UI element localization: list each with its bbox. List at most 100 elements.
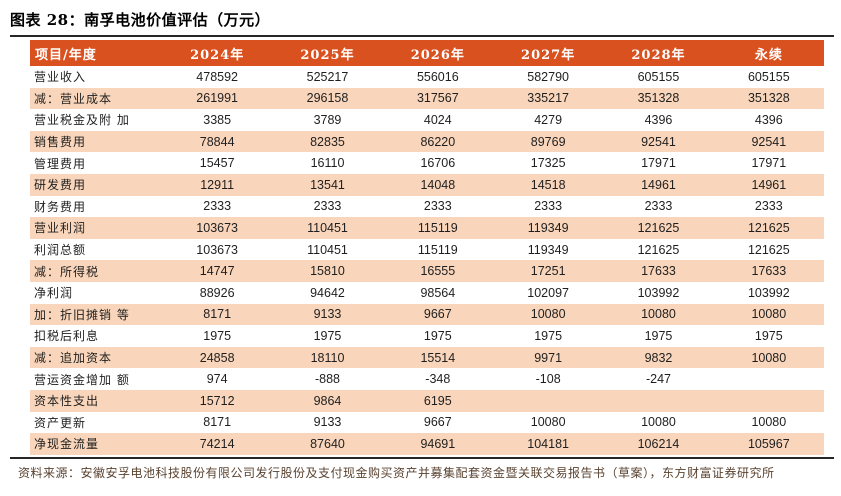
table-row: 净现金流量 74214 87640 94691 104181 106214 105967 xyxy=(30,433,824,455)
cell-value: 106214 xyxy=(637,436,680,451)
cell-value: 335217 xyxy=(527,91,569,106)
cell-value: 1975 xyxy=(313,328,342,343)
cell-value: 296158 xyxy=(306,91,349,106)
cell-value: 17971 xyxy=(751,156,787,171)
header-cell-year: 2027年 xyxy=(492,40,604,66)
row-label: 减：追加资本 xyxy=(34,351,113,366)
row-label: 加：折旧摊销 等 xyxy=(34,307,130,322)
cell-value: 15810 xyxy=(310,264,345,279)
table-row: 营业税金及附 加 3385 3789 4024 4279 4396 4396 xyxy=(30,109,824,131)
cell-value: 92541 xyxy=(641,134,676,149)
cell-value: 351328 xyxy=(747,91,790,106)
cell-value: 115119 xyxy=(417,242,458,257)
cell-value: 16110 xyxy=(310,156,345,171)
bottom-rule xyxy=(10,457,834,459)
header-cell-year: 2024年 xyxy=(162,40,273,66)
cell-value: 8171 xyxy=(203,415,232,430)
cell-value: 2333 xyxy=(754,199,783,214)
cell-value: 92541 xyxy=(751,134,787,149)
cell-value: 103673 xyxy=(196,242,239,257)
cell-value: 9864 xyxy=(313,393,342,408)
table-row: 研发费用 12911 13541 14048 14518 14961 14961 xyxy=(30,173,824,196)
cell-value: 14048 xyxy=(420,177,456,192)
cell-value: 105967 xyxy=(747,436,790,451)
cell-value: 15712 xyxy=(199,393,235,408)
table-row: 扣税后利息 1975 1975 1975 1975 1975 1975 xyxy=(30,325,824,347)
cell-value: 1975 xyxy=(644,328,673,343)
cell-value: 10080 xyxy=(641,415,676,430)
cell-value: 4396 xyxy=(644,112,673,127)
cell-value: 119349 xyxy=(527,220,569,235)
cell-value: 9667 xyxy=(423,415,452,430)
cell-value: 121625 xyxy=(747,220,790,235)
cell-value: 14961 xyxy=(641,177,676,192)
table-row: 资本性支出 15712 9864 6195 xyxy=(30,389,824,412)
table-body: 营业收入 478592 525217 556016 582790 605155 605155… xyxy=(30,66,824,455)
cell-value: 13541 xyxy=(310,177,345,192)
cell-value: 104181 xyxy=(527,436,569,451)
cell-value: 103673 xyxy=(196,220,239,235)
cell-value: 121625 xyxy=(747,242,790,257)
table-row: 减：所得税 14747 15810 16555 17251 17633 17633 xyxy=(30,260,824,282)
cell-value: 974 xyxy=(206,372,228,387)
row-label: 研发费用 xyxy=(34,178,87,193)
row-label: 净现金流量 xyxy=(34,437,100,452)
cell-value: -888 xyxy=(314,372,340,387)
cell-value: 351328 xyxy=(637,91,680,106)
cell-value: 9667 xyxy=(423,307,452,322)
table-row: 营业利润 103673 110451 115119 119349 121625 121625 xyxy=(30,217,824,239)
table-row: 利润总额 103673 110451 115119 119349 121625 121625 xyxy=(30,239,824,261)
row-label: 减：所得税 xyxy=(34,264,100,279)
cell-value xyxy=(714,368,824,390)
row-label: 管理费用 xyxy=(34,156,87,171)
table-row: 加：折旧摊销 等 8171 9133 9667 10080 10080 10080 xyxy=(30,303,824,326)
row-label: 扣税后利息 xyxy=(34,329,100,344)
header-cell-label: 项目/年度 xyxy=(30,40,162,66)
cell-value: 15514 xyxy=(420,350,456,365)
cell-value: 10080 xyxy=(530,307,566,322)
cell-value: 10080 xyxy=(751,307,787,322)
row-label: 营业利润 xyxy=(34,221,87,236)
cell-value: 9832 xyxy=(644,350,673,365)
cell-value: 94691 xyxy=(420,436,456,451)
cell-value: 2333 xyxy=(423,199,452,214)
cell-value: 14961 xyxy=(751,177,787,192)
cell-value: 10080 xyxy=(751,350,787,365)
table-row: 减：追加资本 24858 18110 15514 9971 9832 10080 xyxy=(30,346,824,369)
table-row: 减：营业成本 261991 296158 317567 335217 351328 3513… xyxy=(30,87,824,110)
valuation-table: 项目/年度 2024年 2025年 2026年 2027年 2028年 永续 营业收入 478… xyxy=(30,40,824,455)
row-label: 资产更新 xyxy=(34,415,87,430)
row-label: 营运资金增加 额 xyxy=(34,372,130,387)
cell-value: 15457 xyxy=(199,156,235,171)
cell-value: 261991 xyxy=(196,91,239,106)
cell-value: 9133 xyxy=(313,307,342,322)
cell-value: 14747 xyxy=(199,264,235,279)
table-header: 项目/年度 2024年 2025年 2026年 2027年 2028年 永续 xyxy=(30,40,824,66)
cell-value: 1975 xyxy=(534,328,563,343)
cell-value: 1975 xyxy=(423,328,452,343)
cell-value: 6195 xyxy=(423,393,452,408)
cell-value: 17325 xyxy=(530,156,566,171)
cell-value: 17633 xyxy=(751,264,787,279)
cell-value: 2333 xyxy=(644,199,673,214)
cell-value: 4024 xyxy=(423,112,452,127)
cell-value: 10080 xyxy=(751,415,787,430)
cell-value: 121625 xyxy=(637,242,680,257)
cell-value: 10080 xyxy=(530,415,566,430)
cell-value xyxy=(714,390,824,412)
cell-value: 94642 xyxy=(310,285,345,300)
cell-value: -247 xyxy=(645,372,671,387)
cell-value: 98564 xyxy=(420,285,456,300)
cell-value xyxy=(603,390,713,412)
cell-value: 9133 xyxy=(313,415,342,430)
cell-value: -108 xyxy=(535,372,561,387)
cell-value: 89769 xyxy=(530,134,566,149)
cell-value: 3385 xyxy=(203,112,232,127)
cell-value: 605155 xyxy=(747,69,790,84)
header-cell-year: 永续 xyxy=(713,40,824,66)
table-row: 资产更新 8171 9133 9667 10080 10080 10080 xyxy=(30,412,824,434)
cell-value xyxy=(493,390,603,412)
cell-value: 103992 xyxy=(747,285,790,300)
cell-value: 10080 xyxy=(641,307,676,322)
